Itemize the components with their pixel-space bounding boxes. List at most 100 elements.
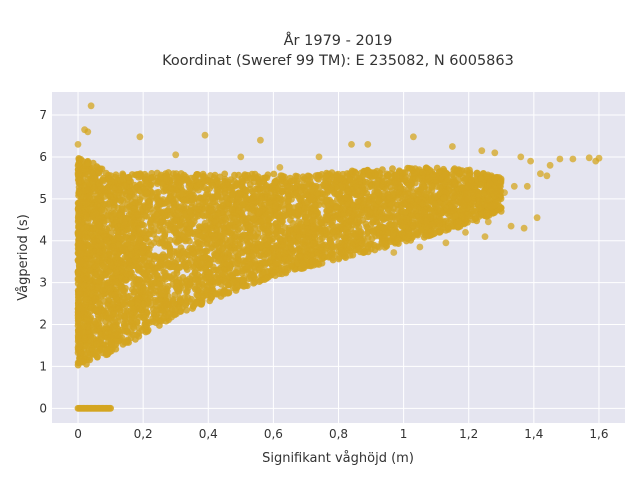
data-point <box>229 284 237 292</box>
data-point <box>235 171 243 179</box>
data-point <box>138 326 146 334</box>
data-point <box>364 167 372 174</box>
data-point <box>120 320 128 328</box>
data-point <box>215 275 223 283</box>
data-point <box>143 207 151 214</box>
data-point <box>250 215 258 223</box>
data-point <box>96 222 104 230</box>
data-point <box>387 174 395 182</box>
data-point <box>454 223 462 231</box>
data-point <box>90 237 97 245</box>
data-point <box>172 229 180 237</box>
data-point <box>226 225 234 232</box>
data-point <box>240 283 248 290</box>
data-point <box>92 210 100 218</box>
data-point <box>86 267 94 274</box>
data-point <box>269 235 277 243</box>
data-point <box>273 212 281 220</box>
data-point <box>443 204 450 212</box>
data-point <box>167 184 175 192</box>
data-point <box>405 185 413 193</box>
data-point <box>310 239 318 247</box>
data-point <box>95 180 103 187</box>
data-point <box>330 234 338 242</box>
data-point <box>136 276 144 283</box>
data-point <box>321 227 328 234</box>
data-point <box>80 358 87 366</box>
data-point <box>256 225 264 233</box>
data-point <box>219 245 226 253</box>
data-point <box>122 234 129 242</box>
data-point <box>95 228 103 236</box>
data-point <box>341 234 348 242</box>
data-point <box>315 261 323 268</box>
data-point <box>222 216 230 223</box>
data-point <box>461 215 468 223</box>
data-point <box>102 351 110 359</box>
data-point <box>98 165 106 173</box>
data-point <box>149 318 157 326</box>
data-point <box>380 177 388 185</box>
data-point <box>96 301 104 308</box>
data-point <box>251 192 259 200</box>
data-point <box>293 173 301 180</box>
data-point <box>423 190 430 198</box>
data-point <box>202 225 210 233</box>
data-point <box>360 200 368 208</box>
data-point <box>157 259 164 267</box>
data-point <box>80 282 88 289</box>
data-point <box>309 217 317 225</box>
data-point <box>195 205 202 213</box>
data-point <box>428 182 435 190</box>
data-point <box>74 361 82 369</box>
data-point <box>339 183 346 191</box>
data-point <box>93 340 101 348</box>
data-point <box>131 193 139 201</box>
data-point <box>85 192 93 200</box>
data-point <box>361 248 368 256</box>
data-point <box>96 248 103 256</box>
data-point <box>171 306 179 313</box>
data-point <box>161 269 169 276</box>
data-point <box>201 193 208 201</box>
data-point <box>198 300 206 307</box>
data-point <box>257 242 265 250</box>
data-point <box>95 278 103 285</box>
data-point <box>153 212 161 219</box>
data-point <box>175 237 183 245</box>
data-point <box>211 218 219 226</box>
data-point <box>457 184 465 192</box>
data-point <box>156 280 164 287</box>
data-point <box>166 251 174 259</box>
data-point <box>96 266 104 273</box>
data-point <box>239 276 247 284</box>
data-point <box>121 245 129 253</box>
data-point <box>419 169 426 176</box>
data-point <box>112 269 120 277</box>
data-point <box>276 194 284 201</box>
data-point <box>192 299 200 306</box>
data-point <box>241 171 249 179</box>
data-point <box>215 180 223 188</box>
data-point <box>263 222 270 230</box>
data-point <box>186 219 194 227</box>
data-point <box>98 345 106 353</box>
data-point <box>286 203 293 211</box>
data-point <box>80 329 87 337</box>
data-point <box>155 188 162 196</box>
data-point <box>490 184 498 192</box>
data-point <box>147 218 155 226</box>
data-point <box>419 180 426 188</box>
data-point <box>284 198 292 205</box>
data-point <box>232 268 240 276</box>
data-point <box>133 183 141 191</box>
data-point <box>128 234 136 242</box>
data-point <box>131 205 139 213</box>
data-point <box>270 170 278 178</box>
data-point <box>470 207 478 215</box>
data-point <box>329 256 337 264</box>
data-point <box>200 184 208 192</box>
data-point <box>335 239 343 247</box>
data-point <box>464 182 472 190</box>
data-point <box>329 199 336 207</box>
